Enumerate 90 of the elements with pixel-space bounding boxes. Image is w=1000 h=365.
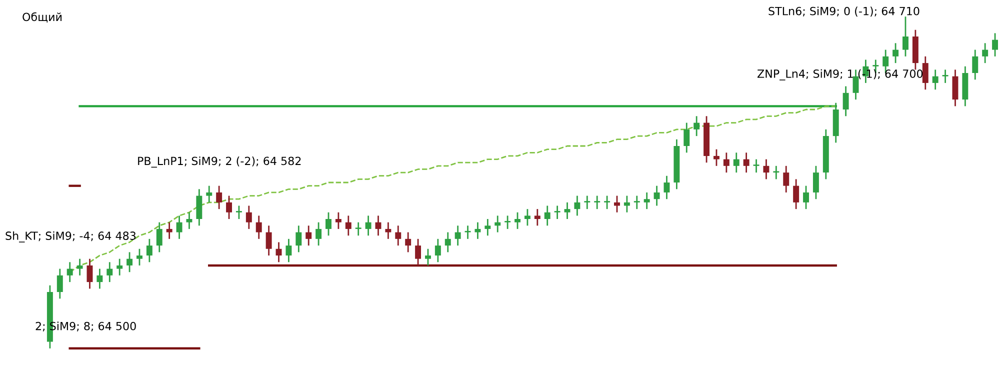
candlestick [534, 208, 540, 226]
candlestick [812, 165, 819, 200]
candlestick [713, 148, 720, 167]
candlestick [614, 195, 620, 214]
candlestick [624, 195, 630, 214]
candlestick [524, 208, 530, 226]
candlestick [365, 214, 372, 236]
candlestick [723, 152, 730, 174]
candlestick [106, 261, 113, 283]
candlestick [256, 214, 262, 240]
candlestick [136, 248, 142, 266]
candlestick [66, 261, 73, 283]
candlestick [544, 205, 550, 226]
candlestick [733, 152, 740, 174]
candlestick [395, 224, 402, 246]
candlestick [216, 185, 222, 210]
candlestick [405, 232, 412, 253]
candlestick [56, 268, 63, 300]
candlestick [226, 195, 232, 220]
candlestick [942, 68, 948, 84]
candlestick [196, 188, 202, 226]
candlestick [584, 195, 590, 210]
candlestick [644, 192, 650, 210]
text: STLn6; SiM9; 0 (-1); 64 710 [768, 6, 920, 17]
candlestick [773, 165, 780, 180]
candlestick [892, 42, 899, 64]
candlestick [574, 195, 580, 216]
annotation: Sh_KT; SiM9; -4; 64 483 [6, 231, 136, 242]
candlestick [266, 224, 272, 256]
candlestick [385, 222, 392, 240]
candlestick [236, 205, 242, 220]
candlestick [206, 185, 212, 204]
candlestick [783, 165, 790, 194]
candlestick [335, 212, 342, 230]
candlestick [156, 222, 162, 253]
candlestick [316, 222, 322, 246]
candlestick [286, 238, 292, 263]
candlestick [424, 248, 431, 266]
candlestick [992, 32, 998, 58]
candlestick [803, 185, 809, 210]
candlestick [554, 205, 560, 220]
candlestick [604, 195, 610, 210]
candlestick [434, 238, 441, 263]
candlestick [415, 238, 422, 266]
candlestick [564, 202, 570, 220]
candlestick [116, 258, 123, 276]
candlestick [514, 212, 520, 230]
annotation: Общий [22, 12, 62, 22]
candlestick [484, 218, 491, 236]
candlestick [972, 49, 978, 80]
candlestick [306, 224, 312, 246]
candlestick [494, 214, 501, 233]
candlestick [86, 258, 93, 290]
candlestick [375, 214, 382, 236]
candlestick [276, 242, 282, 263]
candlestick [922, 56, 928, 90]
candlestick [654, 185, 660, 206]
candlestick [932, 68, 938, 90]
candlestick [664, 175, 670, 200]
candlestick [793, 178, 800, 210]
candlestick [326, 212, 332, 236]
candlestick [166, 222, 172, 240]
candlestick [444, 232, 451, 253]
candlestick [246, 205, 252, 230]
candlestick [176, 214, 182, 240]
candlestick [474, 222, 481, 240]
annotation: PB_LnP1; SiM9; 2 (-2); 64 582 [138, 156, 301, 168]
candlestick [464, 224, 471, 240]
candlestick [634, 195, 640, 210]
candlestick [694, 115, 700, 137]
candlestick [345, 214, 352, 236]
candlestick [982, 42, 988, 64]
candlestick [76, 258, 83, 276]
candlestick [96, 268, 103, 290]
candlestick [852, 68, 859, 100]
candlestick [504, 214, 511, 230]
candlestick [684, 122, 690, 154]
candlestick [743, 152, 750, 174]
candlestick [355, 222, 362, 236]
candlestick [594, 195, 600, 210]
candlestick [952, 68, 958, 107]
candlestick [186, 212, 192, 230]
candlestick [146, 238, 152, 263]
candlestick [126, 251, 133, 273]
candlestick [296, 224, 302, 253]
candlestick [753, 158, 760, 174]
candlestick [763, 158, 770, 180]
candlestick [902, 16, 908, 58]
candlestick [842, 86, 849, 117]
candlestick [454, 224, 461, 246]
